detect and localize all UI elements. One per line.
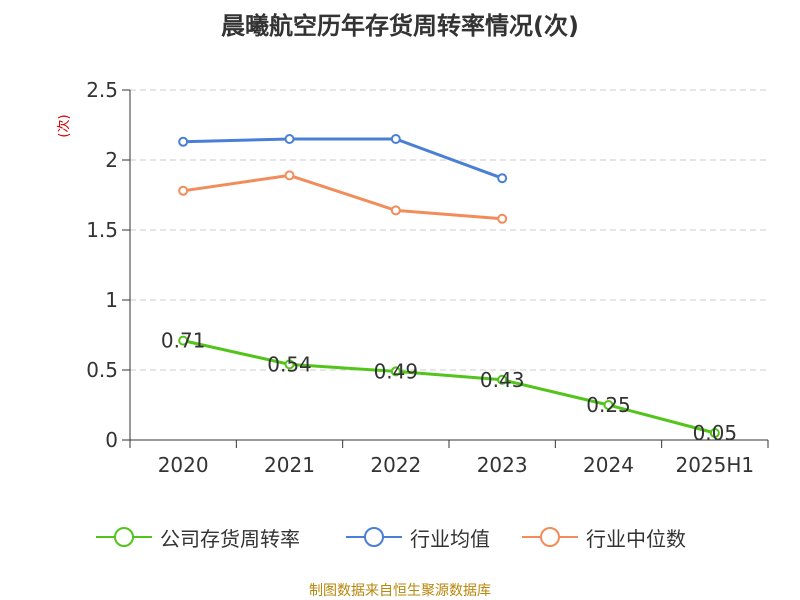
- data-point: [390, 366, 401, 377]
- data-point: [178, 185, 189, 196]
- x-tick-label: 2025H1: [675, 453, 754, 477]
- grid-lines: [130, 89, 768, 371]
- y-tick-label: 0.5: [86, 358, 118, 382]
- series-line-2: [182, 173, 503, 221]
- series: [178, 134, 720, 438]
- legend-label-industry-median: 行业中位数: [586, 526, 686, 551]
- data-point: [284, 359, 295, 370]
- data-label: 0.43: [480, 368, 525, 392]
- data-label: 0.25: [586, 393, 631, 417]
- x-tick-label: 2024: [583, 453, 634, 477]
- data-point: [178, 136, 189, 147]
- legend-item-industry-median[interactable]: 行业中位数: [522, 522, 686, 552]
- axes: 0 0.5 1 1.5 2 2.5 2020 2021 2022 2023 2024 2025H1: [86, 78, 769, 477]
- x-tick-label: 2023: [477, 453, 528, 477]
- data-point: [178, 335, 189, 346]
- x-tick-label: 2020: [158, 453, 209, 477]
- data-point: [390, 134, 401, 144]
- data-point: [284, 134, 295, 144]
- legend-label-company: 公司存货周转率: [160, 526, 300, 551]
- series-line-1: [183, 137, 503, 180]
- data-label: 0.54: [267, 352, 312, 376]
- legend-label-industry-mean: 行业均值: [410, 526, 490, 551]
- data-labels: 0.71 0.54 0.49 0.43 0.25 0.05: [161, 329, 737, 445]
- x-tick-label: 2022: [370, 453, 421, 477]
- y-tick-label: 0: [105, 428, 118, 452]
- legend-marker-industry-median-icon: [522, 527, 578, 547]
- data-label: 0.71: [161, 329, 206, 353]
- data-point: [603, 400, 614, 410]
- y-tick-label: 2.5: [86, 78, 118, 102]
- y-tick-label: 1: [105, 288, 118, 312]
- chart-title: 晨曦航空历年存货周转率情况(次): [221, 12, 579, 40]
- data-point: [284, 170, 295, 181]
- x-tick-label: 2021: [264, 453, 315, 477]
- data-point: [709, 428, 720, 438]
- legend-item-industry-mean[interactable]: 行业均值: [346, 522, 490, 552]
- data-label: 0.49: [374, 359, 419, 383]
- legend-marker-industry-mean-icon: [346, 527, 402, 547]
- legend: 公司存货周转率 行业均值 行业中位数: [0, 522, 800, 552]
- series-line-0: [182, 339, 716, 435]
- data-point: [497, 173, 508, 184]
- legend-item-company[interactable]: 公司存货周转率: [96, 522, 300, 552]
- y-tick-label: 1.5: [86, 218, 118, 242]
- legend-marker-company-icon: [96, 527, 152, 547]
- data-point: [497, 374, 508, 385]
- y-axis-label: (次): [56, 114, 72, 137]
- data-point: [390, 205, 401, 216]
- source-note: 制图数据来自恒生聚源数据库: [309, 583, 491, 599]
- data-label: 0.05: [693, 421, 738, 445]
- y-tick-label: 2: [105, 148, 118, 172]
- data-point: [497, 213, 508, 224]
